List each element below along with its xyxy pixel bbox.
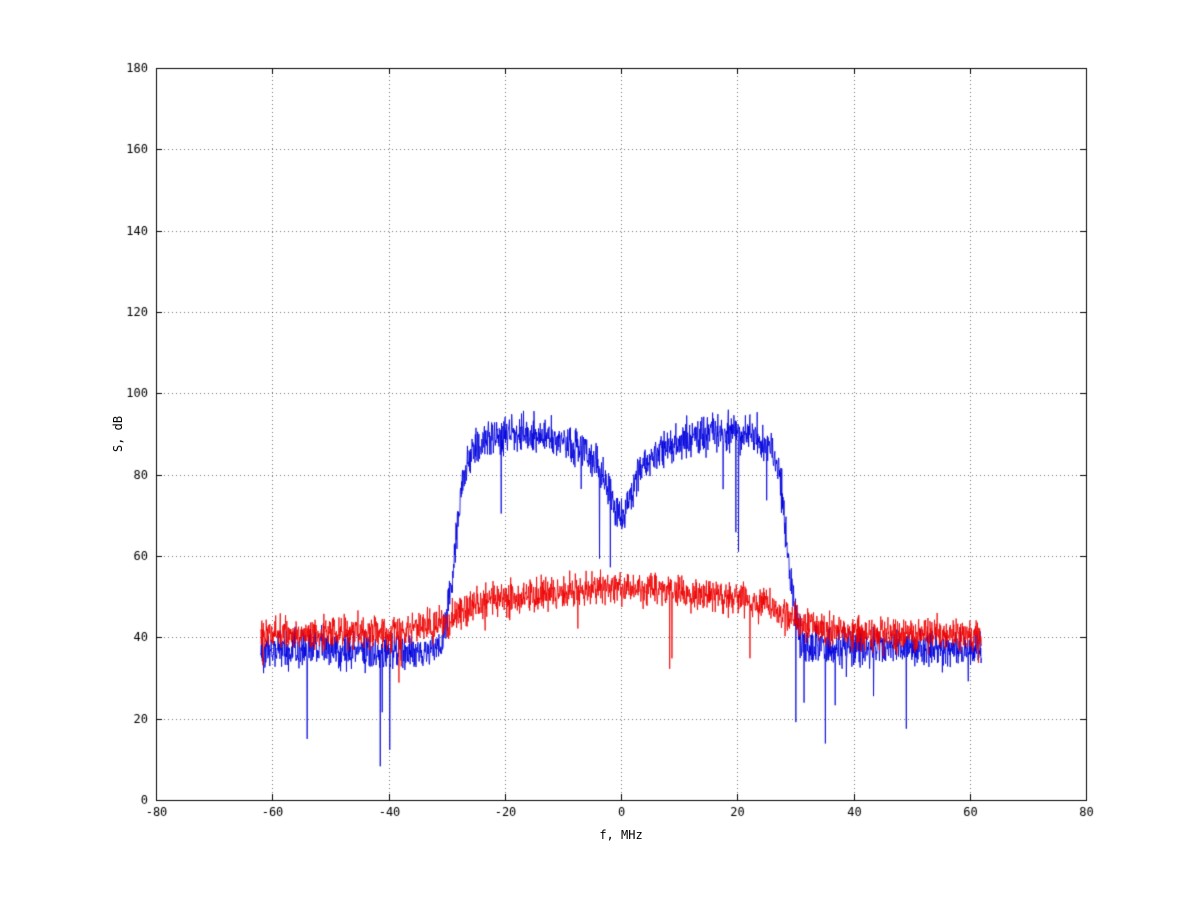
y-axis-label: S, dB — [111, 415, 125, 453]
x-axis-label: f, MHz — [599, 828, 643, 842]
